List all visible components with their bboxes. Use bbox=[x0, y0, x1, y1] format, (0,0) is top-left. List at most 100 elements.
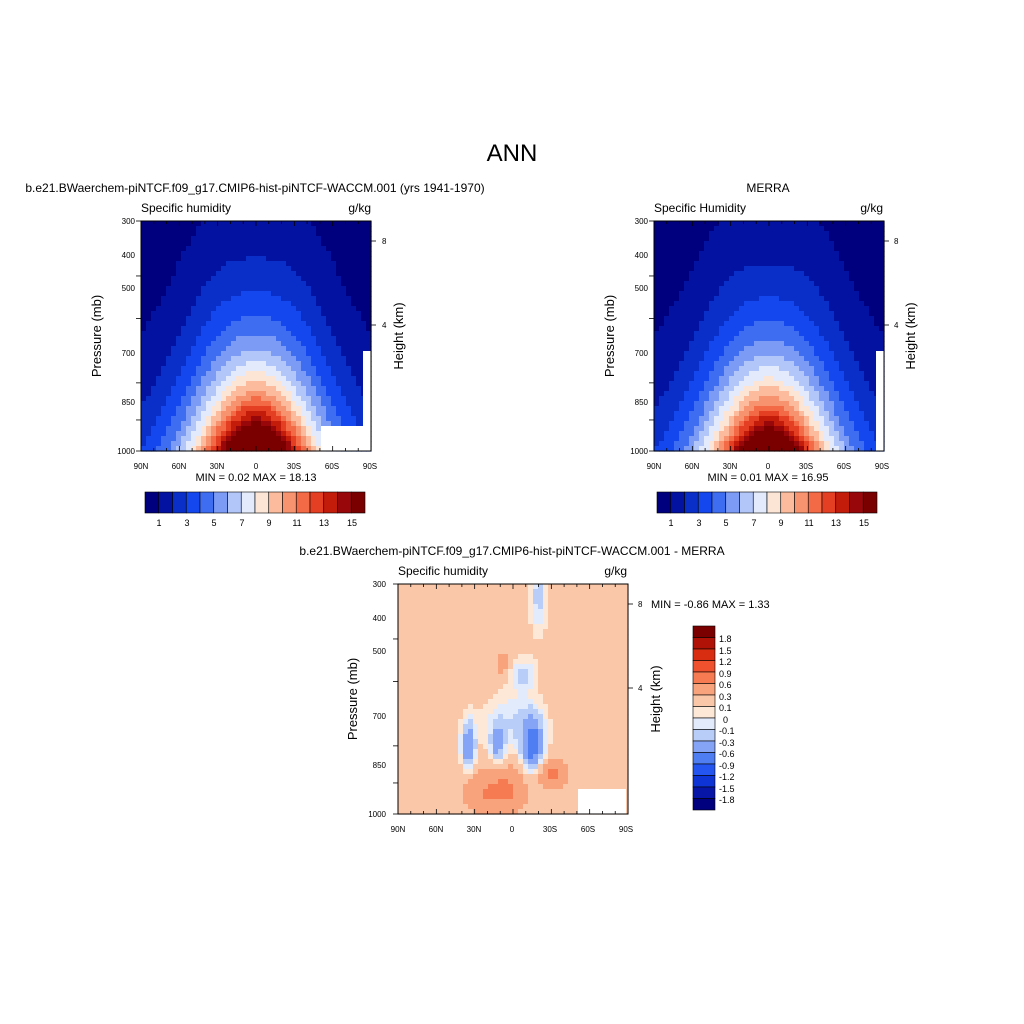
contour-cell bbox=[251, 421, 257, 427]
contour-cell bbox=[241, 226, 247, 232]
contour-cell bbox=[814, 306, 820, 312]
contour-cell bbox=[859, 266, 865, 272]
contour-cell bbox=[256, 371, 262, 377]
contour-cell bbox=[834, 331, 840, 337]
contour-cell bbox=[849, 386, 855, 392]
contour-cell bbox=[201, 431, 207, 437]
contour-cell bbox=[824, 426, 830, 432]
contour-cell bbox=[246, 381, 252, 387]
contour-cell bbox=[351, 386, 357, 392]
contour-cell bbox=[774, 311, 780, 317]
contour-cell bbox=[799, 291, 805, 297]
contour-cell bbox=[211, 241, 217, 247]
contour-cell bbox=[271, 361, 277, 367]
contour-cell bbox=[221, 301, 227, 307]
contour-cell bbox=[301, 241, 307, 247]
contour-cell bbox=[749, 286, 755, 292]
contour-cell bbox=[171, 276, 177, 282]
contour-cell bbox=[804, 366, 810, 372]
contour-cell bbox=[351, 251, 357, 257]
contour-cell bbox=[689, 221, 695, 227]
contour-cell bbox=[759, 246, 765, 252]
contour-cell bbox=[764, 321, 770, 327]
contour-cell bbox=[151, 371, 157, 377]
contour-cell bbox=[191, 341, 197, 347]
contour-cell bbox=[301, 361, 307, 367]
contour-cell bbox=[659, 331, 665, 337]
contour-cell bbox=[719, 271, 725, 277]
contour-cell bbox=[256, 336, 262, 342]
contour-cell bbox=[603, 604, 609, 610]
contour-cell bbox=[598, 629, 604, 635]
contour-cell bbox=[291, 316, 297, 322]
contour-cell bbox=[361, 346, 367, 352]
contour-cell bbox=[623, 634, 629, 640]
contour-cell bbox=[689, 421, 695, 427]
contour-cell bbox=[704, 311, 710, 317]
contour-cell bbox=[694, 371, 700, 377]
contour-cell bbox=[201, 386, 207, 392]
contour-cell bbox=[296, 386, 302, 392]
contour-cell bbox=[689, 291, 695, 297]
contour-cell bbox=[834, 396, 840, 402]
contour-cell bbox=[291, 446, 297, 452]
contour-cell bbox=[221, 396, 227, 402]
contour-cell bbox=[366, 291, 372, 297]
contour-cell bbox=[146, 366, 152, 372]
contour-cell bbox=[336, 371, 342, 377]
contour-cell bbox=[271, 221, 277, 227]
contour-cell bbox=[211, 301, 217, 307]
contour-cell bbox=[291, 431, 297, 437]
contour-cell bbox=[834, 306, 840, 312]
colorbar-label: -1.8 bbox=[719, 795, 735, 805]
contour-cell bbox=[216, 311, 222, 317]
contour-cell bbox=[331, 351, 337, 357]
contour-cell bbox=[311, 221, 317, 227]
contour-cell bbox=[563, 629, 569, 635]
contour-cell bbox=[316, 286, 322, 292]
contour-cell bbox=[186, 421, 192, 427]
contour-cell bbox=[719, 426, 725, 432]
contour-cell bbox=[221, 391, 227, 397]
contour-cell bbox=[291, 371, 297, 377]
contour-cell bbox=[618, 629, 624, 635]
contour-cell bbox=[523, 619, 529, 625]
contour-cell bbox=[794, 436, 800, 442]
contour-cell bbox=[166, 361, 172, 367]
contour-cell bbox=[171, 231, 177, 237]
contour-cell bbox=[669, 326, 675, 332]
contour-cell bbox=[814, 436, 820, 442]
contour-cell bbox=[171, 311, 177, 317]
contour-cell bbox=[799, 266, 805, 272]
contour-cell bbox=[241, 411, 247, 417]
contour-cell bbox=[261, 401, 267, 407]
contour-cell bbox=[336, 261, 342, 267]
contour-cell bbox=[361, 306, 367, 312]
contour-cell bbox=[181, 291, 187, 297]
contour-cell bbox=[286, 421, 292, 427]
contour-cell bbox=[246, 331, 252, 337]
contour-cell bbox=[849, 351, 855, 357]
contour-cell bbox=[834, 296, 840, 302]
contour-cell bbox=[674, 221, 680, 227]
contour-cell bbox=[849, 311, 855, 317]
contour-cell bbox=[341, 336, 347, 342]
contour-cell bbox=[809, 266, 815, 272]
contour-cell bbox=[256, 366, 262, 372]
contour-cell bbox=[533, 594, 539, 600]
contour-cell bbox=[608, 599, 614, 605]
contour-cell bbox=[754, 261, 760, 267]
contour-cell bbox=[784, 261, 790, 267]
contour-cell bbox=[528, 614, 534, 620]
contour-cell bbox=[428, 624, 434, 630]
contour-cell bbox=[829, 381, 835, 387]
contour-cell bbox=[231, 246, 237, 252]
contour-cell bbox=[256, 326, 262, 332]
contour-cell bbox=[659, 336, 665, 342]
contour-cell bbox=[261, 351, 267, 357]
contour-cell bbox=[221, 266, 227, 272]
contour-cell bbox=[261, 306, 267, 312]
contour-cell bbox=[689, 406, 695, 412]
contour-cell bbox=[769, 266, 775, 272]
contour-cell bbox=[829, 416, 835, 422]
